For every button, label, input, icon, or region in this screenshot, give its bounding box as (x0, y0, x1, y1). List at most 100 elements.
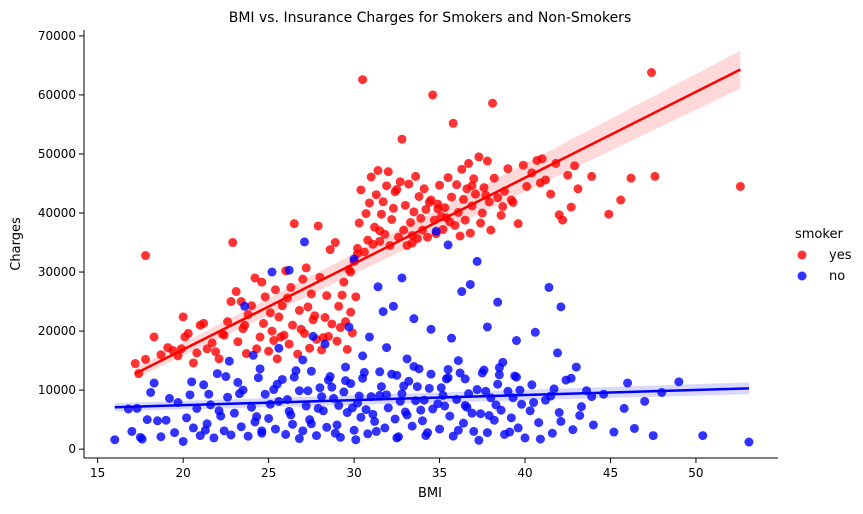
point-yes-163 (546, 189, 556, 199)
y-tick-label: 60000 (38, 88, 76, 102)
point-yes-129 (448, 118, 458, 128)
point-yes-178 (301, 263, 311, 273)
point-yes-29 (250, 273, 260, 283)
point-yes-83 (364, 198, 374, 208)
point-yes-56 (313, 221, 323, 231)
point-yes-40 (277, 301, 287, 311)
point-yes-70 (342, 344, 352, 354)
point-no-120 (554, 408, 564, 418)
point-no-69 (363, 429, 373, 439)
point-no-188 (484, 410, 494, 420)
point-yes-12 (183, 328, 193, 338)
y-axis-label: Charges (9, 217, 24, 271)
point-no-145 (544, 282, 554, 292)
point-yes-167 (563, 170, 573, 180)
point-no-158 (224, 356, 234, 366)
point-no-137 (300, 237, 310, 247)
point-no-53 (308, 331, 318, 341)
point-yes-0 (130, 359, 140, 369)
point-yes-90 (376, 209, 386, 219)
point-yes-152 (496, 210, 506, 220)
point-no-153 (530, 327, 540, 337)
point-no-206 (323, 375, 333, 385)
y-tick-label: 40000 (38, 206, 76, 220)
point-yes-72 (346, 307, 356, 317)
point-yes-65 (332, 336, 342, 346)
point-yes-93 (382, 181, 392, 191)
point-no-159 (402, 354, 412, 364)
point-yes-204 (276, 332, 286, 342)
point-yes-44 (286, 282, 296, 292)
point-no-241 (460, 400, 470, 410)
point-yes-124 (438, 225, 448, 235)
point-yes-115 (421, 204, 431, 214)
point-no-101 (472, 385, 482, 395)
y-tick-label: 20000 (38, 324, 76, 338)
point-no-125 (588, 420, 598, 430)
point-yes-143 (476, 218, 486, 228)
point-no-134 (698, 431, 708, 441)
point-no-110 (503, 386, 513, 396)
point-no-231 (252, 412, 262, 422)
point-yes-59 (320, 312, 330, 322)
point-no-181 (412, 382, 422, 392)
point-yes-67 (335, 323, 345, 333)
point-no-99 (465, 279, 475, 289)
legend-label-no: no (829, 269, 845, 284)
point-yes-33 (260, 292, 270, 302)
point-yes-174 (647, 68, 657, 78)
point-no-12 (164, 393, 174, 403)
point-yes-108 (409, 207, 419, 217)
point-yes-28 (247, 301, 257, 311)
point-no-147 (344, 322, 354, 332)
point-no-96 (455, 368, 465, 378)
point-no-167 (388, 301, 398, 311)
point-yes-168 (566, 202, 576, 212)
point-yes-103 (400, 200, 410, 210)
point-yes-96 (387, 215, 397, 225)
point-no-100 (469, 426, 479, 436)
point-no-214 (460, 374, 470, 384)
point-no-151 (447, 333, 457, 343)
point-no-50 (298, 426, 308, 436)
point-no-29 (226, 430, 236, 440)
point-no-199 (204, 389, 214, 399)
point-no-57 (322, 422, 332, 432)
point-no-226 (467, 408, 477, 418)
point-no-211 (409, 361, 419, 371)
legend-marker-yes (797, 250, 807, 260)
point-yes-125 (440, 203, 450, 213)
point-no-119 (547, 428, 557, 438)
x-tick-label: 15 (90, 466, 105, 480)
x-tick-label: 45 (603, 466, 618, 480)
point-yes-3 (141, 251, 151, 261)
point-yes-17 (211, 347, 221, 357)
point-no-28 (223, 392, 233, 402)
point-no-150 (426, 324, 436, 334)
point-no-75 (383, 403, 393, 413)
point-no-157 (248, 350, 258, 360)
point-yes-145 (479, 183, 489, 193)
point-no-162 (552, 348, 562, 358)
point-no-178 (382, 390, 392, 400)
point-no-205 (306, 366, 316, 376)
point-yes-133 (457, 164, 467, 174)
point-no-237 (375, 390, 385, 400)
point-no-107 (493, 379, 503, 389)
point-no-172 (317, 392, 327, 402)
point-yes-203 (310, 311, 320, 321)
point-no-187 (474, 435, 484, 445)
point-no-204 (289, 372, 299, 382)
point-no-195 (556, 416, 566, 426)
point-no-42 (270, 424, 280, 434)
point-no-74 (380, 423, 390, 433)
point-yes-39 (274, 312, 284, 322)
point-yes-106 (405, 217, 415, 227)
point-no-72 (373, 282, 383, 292)
point-yes-38 (272, 354, 282, 364)
legend: smoker yes no (795, 227, 852, 284)
legend-title: smoker (795, 227, 843, 242)
point-yes-149 (488, 98, 498, 108)
point-yes-109 (411, 171, 421, 181)
